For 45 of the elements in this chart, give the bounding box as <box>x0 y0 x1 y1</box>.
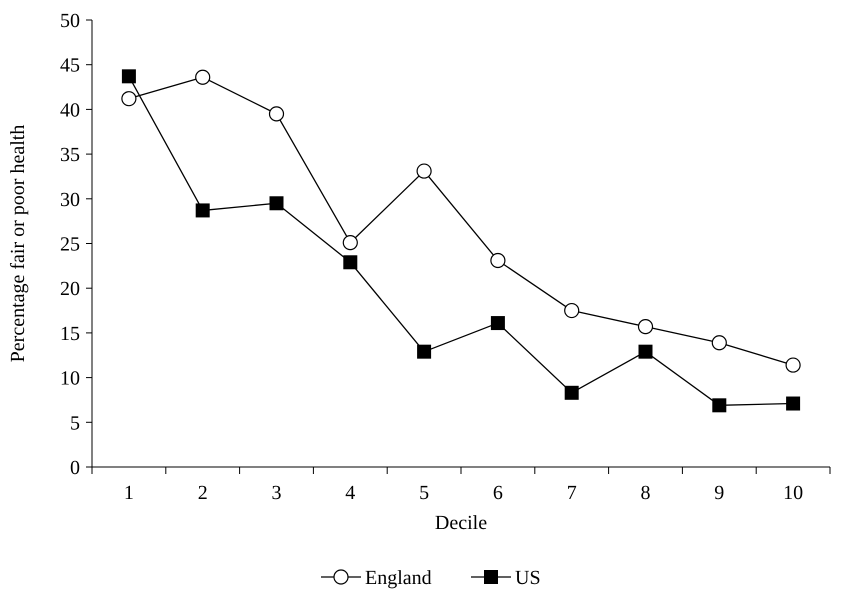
point <box>196 203 210 218</box>
point <box>490 316 505 330</box>
point <box>121 91 136 106</box>
point <box>268 106 284 122</box>
point <box>786 396 800 411</box>
y-tick-label: 20 <box>60 278 80 300</box>
y-tick-label: 50 <box>60 10 80 32</box>
y-tick-label: 10 <box>60 368 80 390</box>
point <box>490 252 506 268</box>
y-tick-label: 0 <box>70 457 80 479</box>
x-tick-label: 3 <box>272 482 282 504</box>
point <box>342 235 358 250</box>
point <box>786 357 801 373</box>
point <box>195 70 210 85</box>
point <box>416 163 432 179</box>
x-tick-label: 1 <box>124 482 134 504</box>
y-axis-title: Percentage fair or poor health <box>7 124 29 362</box>
y-tick-label: 40 <box>60 99 80 122</box>
y-tick-label: 5 <box>70 412 80 434</box>
x-tick-label: 2 <box>198 482 208 504</box>
point <box>712 398 726 412</box>
point <box>712 335 727 350</box>
x-tick-label: 4 <box>345 482 356 504</box>
legend-label: England <box>365 567 432 589</box>
point <box>270 196 284 210</box>
y-tick-label: 30 <box>60 188 80 211</box>
legend-label: US <box>515 567 541 589</box>
x-axis-title: Decile <box>434 512 488 534</box>
point <box>638 344 652 359</box>
y-tick-label: 45 <box>60 54 80 77</box>
x-tick-label: 8 <box>640 482 650 504</box>
point <box>122 69 136 84</box>
x-tick-label: 5 <box>419 482 430 504</box>
x-tick-label: 9 <box>714 482 724 504</box>
point <box>638 319 654 334</box>
x-tick-label: 6 <box>492 482 503 504</box>
point <box>343 255 358 270</box>
y-tick-label: 25 <box>60 234 80 256</box>
x-tick-label: 10 <box>783 482 804 504</box>
point <box>564 386 579 400</box>
point <box>417 344 432 359</box>
y-tick-label: 35 <box>60 144 80 166</box>
point <box>564 302 580 318</box>
x-tick-label: 7 <box>566 482 577 504</box>
y-tick-label: 15 <box>60 322 80 345</box>
